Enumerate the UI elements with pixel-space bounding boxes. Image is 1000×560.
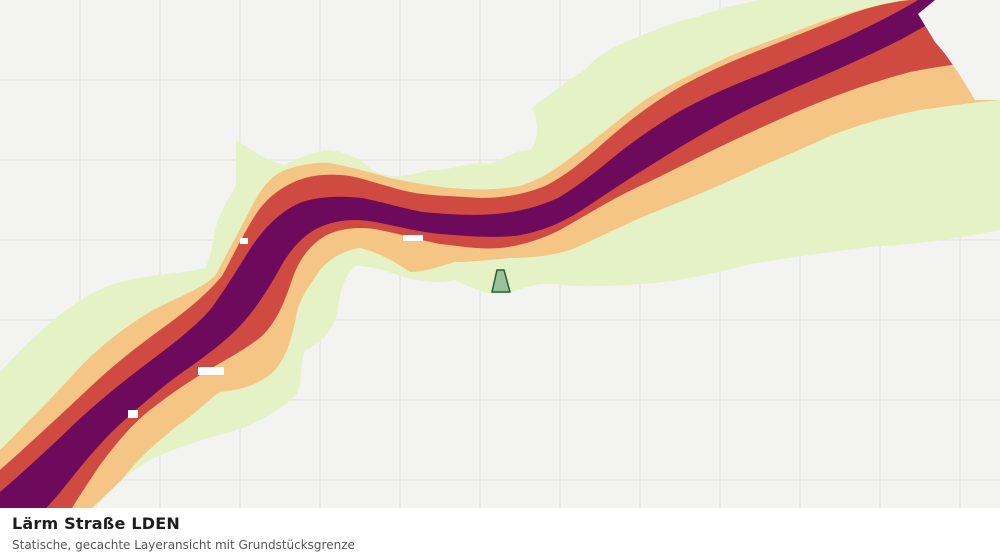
no-data-notch: [918, 0, 1000, 100]
no-data-gap: [403, 235, 423, 241]
map-canvas[interactable]: [0, 0, 1000, 508]
no-data-gap: [198, 367, 224, 375]
layer-title: Lärm Straße LDEN: [12, 514, 180, 533]
parcel-boundary[interactable]: [491, 269, 511, 293]
noise-zone-high: [0, 0, 1000, 508]
no-data-gap: [128, 410, 138, 418]
layer-subtitle: Statische, gecachte Layeransicht mit Gru…: [12, 538, 355, 552]
map-caption: Lärm Straße LDEN Statische, gecachte Lay…: [0, 508, 1000, 560]
no-data-gap: [240, 238, 248, 244]
noise-zone-max: [0, 0, 975, 508]
map-view[interactable]: [0, 0, 1000, 508]
